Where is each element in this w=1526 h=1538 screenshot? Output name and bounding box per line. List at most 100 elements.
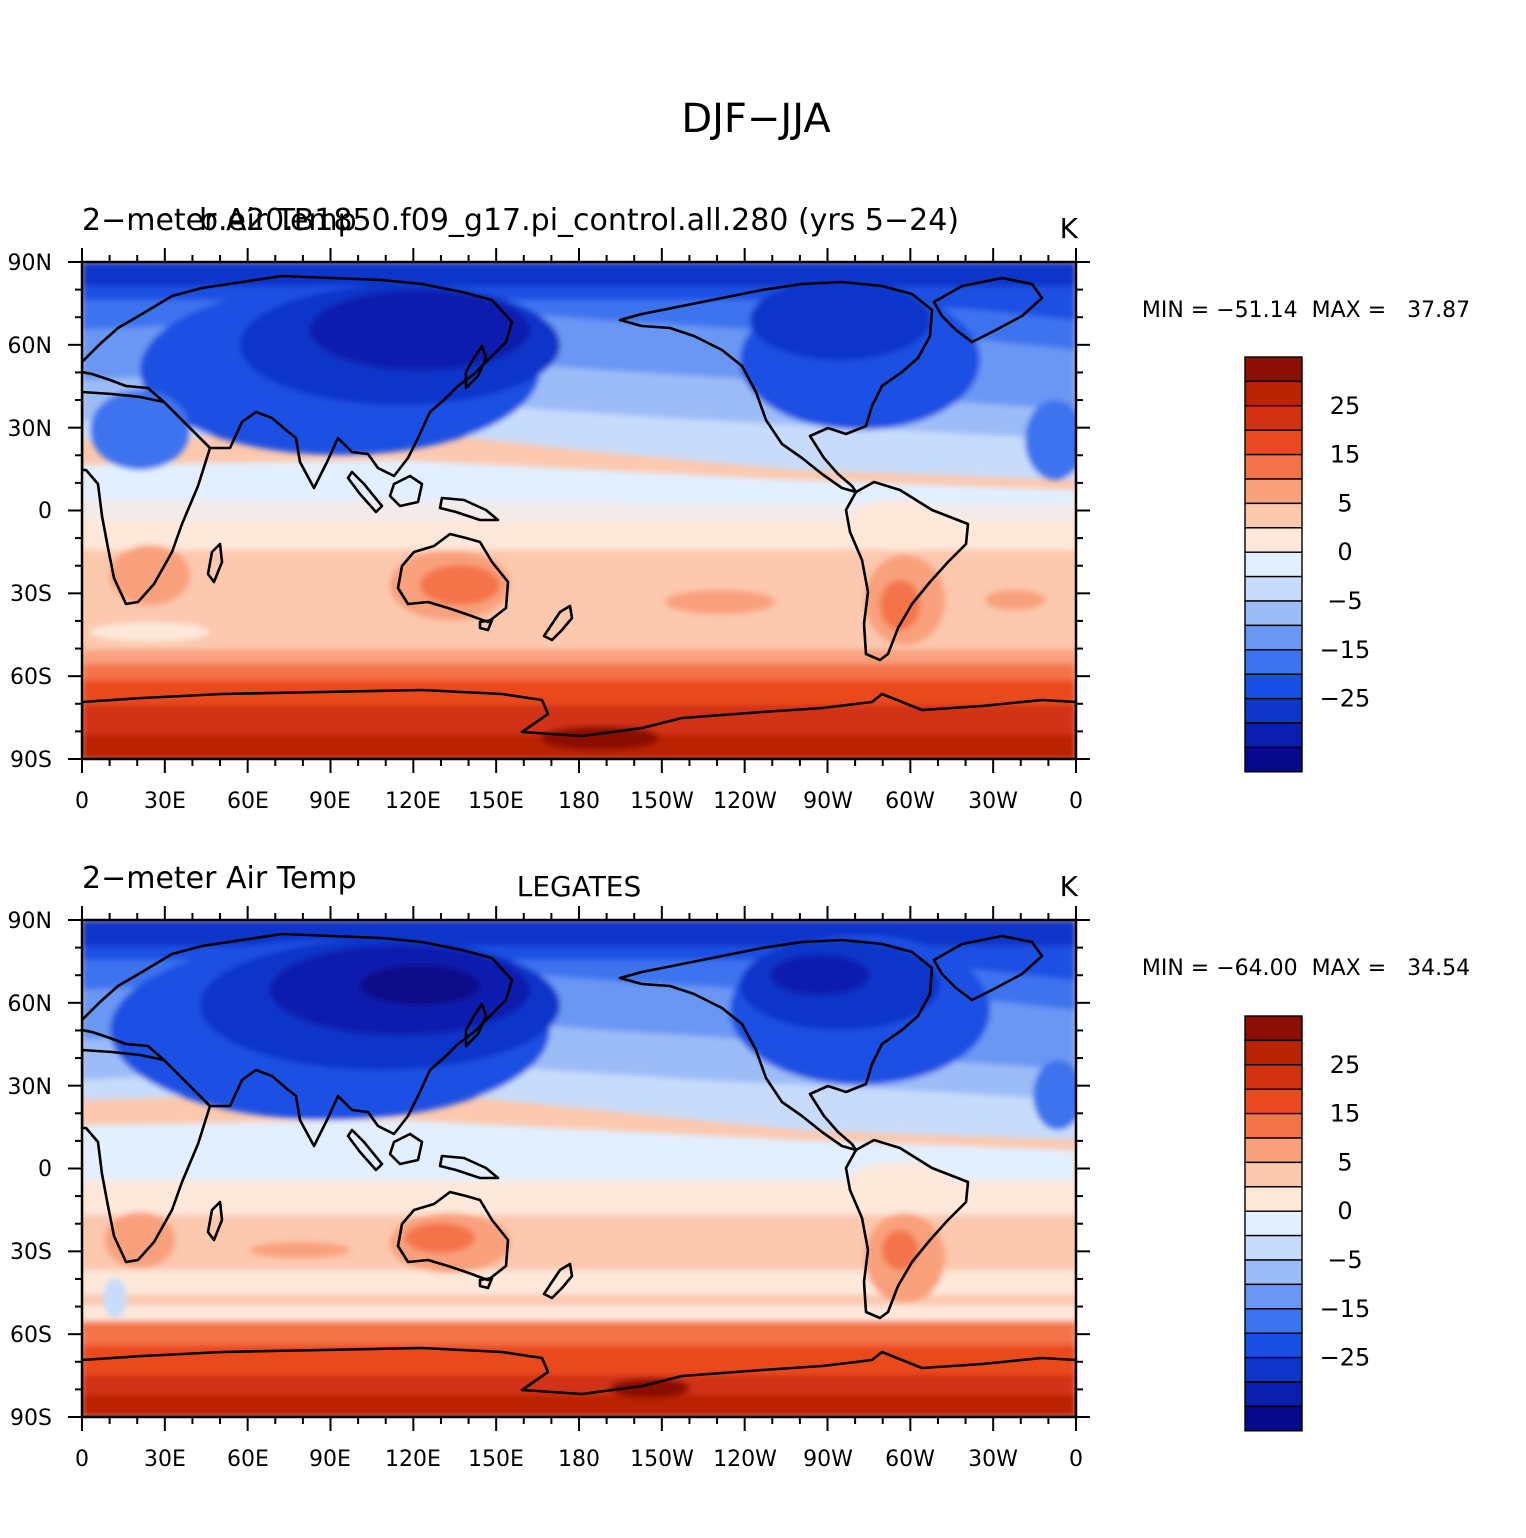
colorbar-label: 25 <box>1330 1051 1361 1079</box>
colorbar-swatch <box>1244 429 1303 456</box>
colorbar-swatch <box>1244 746 1303 773</box>
colorbar-swatch <box>1244 405 1303 431</box>
colorbar-swatch <box>1244 575 1303 602</box>
lat-label: 30S <box>10 582 52 607</box>
lon-label: 150W <box>630 789 694 814</box>
colorbar-label: 5 <box>1337 489 1352 517</box>
lat-label: 60N <box>8 334 52 359</box>
min-max-stats: MIN = −64.00 MAX = 34.54 <box>1142 956 1470 981</box>
lat-label: 90N <box>8 251 52 276</box>
lon-label: 30W <box>968 789 1018 814</box>
colorbar-swatch <box>1244 1332 1303 1359</box>
panel-center-title: b.e20.B1850.f09_g17.pi_control.all.280 (… <box>199 203 959 238</box>
lon-label: 0 <box>1069 1447 1083 1472</box>
colorbar-label: 5 <box>1337 1148 1352 1176</box>
lon-label: 60W <box>885 1447 935 1472</box>
temperature-map <box>82 920 1076 1417</box>
lat-label: 30S <box>10 1240 52 1265</box>
lon-label: 90E <box>309 789 351 814</box>
colorbar-label: −15 <box>1320 636 1371 664</box>
lat-label: 60S <box>10 665 52 690</box>
lat-label: 30N <box>8 1075 52 1100</box>
colorbar-swatch <box>1244 478 1303 505</box>
colorbar-swatch <box>1244 502 1303 529</box>
lon-label: 30E <box>144 789 186 814</box>
colorbar-label: −25 <box>1320 685 1371 713</box>
lon-label: 90W <box>803 1447 853 1472</box>
colorbar-swatch <box>1244 1088 1303 1115</box>
colorbar-swatch <box>1244 1186 1303 1212</box>
lon-label: 60E <box>227 789 269 814</box>
colorbar-swatch <box>1244 356 1303 383</box>
colorbar-swatch <box>1244 1234 1303 1261</box>
lon-label: 150W <box>630 1447 694 1472</box>
panel-center-title: LEGATES <box>517 870 642 903</box>
lat-label: 60S <box>10 1323 52 1348</box>
lat-label: 0 <box>38 1157 52 1182</box>
colorbar-swatch <box>1244 1137 1303 1164</box>
latitude-labels: 90N 60N 30N 0 30S 60S 90S <box>8 909 52 1431</box>
colorbar-swatch <box>1244 551 1303 578</box>
colorbar-swatch <box>1244 624 1303 651</box>
colorbar-swatch <box>1244 1064 1303 1090</box>
colorbar-swatch <box>1244 1405 1303 1432</box>
lon-label: 30W <box>968 1447 1018 1472</box>
colorbar-label: −15 <box>1320 1295 1371 1323</box>
lon-label: 60E <box>227 1447 269 1472</box>
lat-label: 30N <box>8 417 52 442</box>
lon-label: 0 <box>1069 789 1083 814</box>
colorbar-swatch <box>1244 649 1303 675</box>
panel-left-title: 2−meter Air Temp <box>82 861 357 896</box>
colorbar-swatch <box>1244 1381 1303 1408</box>
longitude-labels: 0 30E 60E 90E 120E 150E 180 150W 120W 90… <box>75 1447 1083 1472</box>
colorbar-swatch <box>1244 1283 1303 1310</box>
axis-ticks <box>68 906 1090 1431</box>
lon-label: 90E <box>309 1447 351 1472</box>
lat-label: 60N <box>8 992 52 1017</box>
colorbar-swatch <box>1244 1161 1303 1188</box>
lat-label: 90N <box>8 909 52 934</box>
colorbar-swatch <box>1244 1039 1303 1066</box>
colorbar-label: 0 <box>1337 1197 1352 1225</box>
lon-label: 120E <box>385 789 441 814</box>
lon-label: 150E <box>468 789 524 814</box>
panel-observations: 2−meter Air Temp LEGATES K <box>8 861 1471 1472</box>
figure-title: DJF−JJA <box>681 96 831 142</box>
colorbar-swatch <box>1244 1308 1303 1334</box>
lon-label: 180 <box>558 1447 600 1472</box>
lon-label: 120W <box>713 1447 777 1472</box>
min-max-stats: MIN = −51.14 MAX = 37.87 <box>1142 298 1470 323</box>
panel-units: K <box>1060 870 1079 903</box>
colorbar-swatch <box>1244 1356 1303 1383</box>
colorbar: 25 15 5 0 −5 −15 −25 <box>1244 356 1371 773</box>
temperature-map <box>82 262 1076 759</box>
colorbar-swatch <box>1244 600 1303 627</box>
lon-label: 0 <box>75 1447 89 1472</box>
colorbar-swatch <box>1244 527 1303 553</box>
lon-label: 60W <box>885 789 935 814</box>
colorbar-label: 25 <box>1330 392 1361 420</box>
colorbar-swatch <box>1244 697 1303 724</box>
colorbar-swatch <box>1244 1112 1303 1139</box>
colorbar-swatch <box>1244 1015 1303 1042</box>
latitude-labels: 90N 60N 30N 0 30S 60S 90S <box>8 251 52 773</box>
axis-ticks <box>68 248 1090 773</box>
colorbar-label: 0 <box>1337 538 1352 566</box>
lon-label: 180 <box>558 789 600 814</box>
lon-label: 90W <box>803 789 853 814</box>
lon-label: 0 <box>75 789 89 814</box>
lon-label: 30E <box>144 1447 186 1472</box>
lon-label: 120E <box>385 1447 441 1472</box>
colorbar-swatch <box>1244 1259 1303 1286</box>
colorbar-swatch <box>1244 722 1303 749</box>
colorbar-swatch <box>1244 1210 1303 1237</box>
lon-label: 120W <box>713 789 777 814</box>
lat-label: 90S <box>10 1406 52 1431</box>
lat-label: 90S <box>10 748 52 773</box>
colorbar-label: −5 <box>1327 1246 1362 1274</box>
longitude-labels: 0 30E 60E 90E 120E 150E 180 150W 120W 90… <box>75 789 1083 814</box>
panel-model: 2−meter Air Temp b.e20.B1850.f09_g17.pi_… <box>8 203 1471 814</box>
colorbar: 25 15 5 0 −5 −15 −25 <box>1244 1015 1371 1432</box>
colorbar-label: −25 <box>1320 1344 1371 1372</box>
